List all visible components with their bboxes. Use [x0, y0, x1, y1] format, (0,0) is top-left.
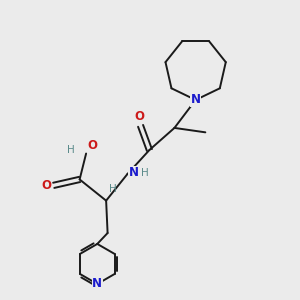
Text: O: O	[134, 110, 144, 124]
Text: H: H	[67, 145, 74, 155]
Text: O: O	[41, 179, 51, 192]
Text: H: H	[109, 184, 116, 194]
Text: O: O	[88, 139, 98, 152]
Text: N: N	[128, 166, 139, 179]
Text: N: N	[92, 278, 102, 290]
Text: H: H	[141, 168, 148, 178]
Text: N: N	[190, 93, 201, 106]
